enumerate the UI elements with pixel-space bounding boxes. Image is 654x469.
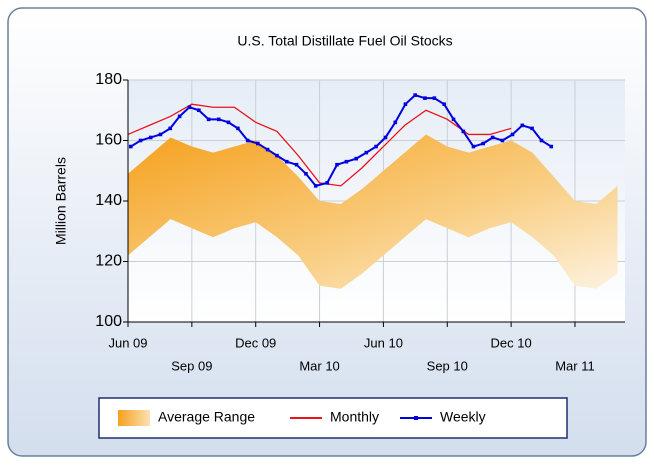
- legend-swatch: [118, 410, 150, 426]
- marker: [374, 144, 378, 149]
- marker: [383, 135, 388, 140]
- legend-label: Average Range: [158, 409, 255, 425]
- marker: [226, 120, 231, 125]
- marker: [294, 162, 299, 167]
- x-tick-label: Mar 10: [299, 358, 339, 373]
- marker: [304, 171, 308, 176]
- marker: [364, 150, 369, 155]
- marker: [197, 108, 201, 113]
- marker: [549, 144, 554, 149]
- marker: [461, 129, 466, 134]
- marker: [177, 114, 182, 119]
- marker: [530, 126, 534, 131]
- marker: [313, 184, 318, 188]
- marker: [256, 141, 260, 146]
- marker: [344, 159, 349, 164]
- marker: [158, 132, 163, 137]
- y-tick-label: 100: [95, 313, 122, 330]
- marker: [148, 135, 153, 140]
- marker: [500, 138, 505, 143]
- marker: [128, 144, 133, 149]
- marker: [432, 96, 437, 100]
- marker: [284, 159, 289, 164]
- y-axis-label: Million Barrels: [53, 157, 69, 245]
- marker: [216, 117, 221, 122]
- legend-label: Monthly: [330, 409, 379, 425]
- marker: [354, 156, 359, 161]
- y-tick-label: 120: [95, 253, 122, 270]
- marker: [393, 120, 398, 125]
- marker: [539, 138, 544, 143]
- y-tick-label: 160: [95, 132, 122, 149]
- marker: [206, 117, 211, 122]
- plot: [127, 93, 618, 289]
- marker: [187, 105, 192, 110]
- y-tick-label: 180: [95, 71, 122, 88]
- marker: [451, 117, 456, 122]
- marker: [481, 141, 486, 146]
- x-tick-label: Dec 09: [235, 335, 276, 350]
- x-tick-label: Sep 09: [171, 358, 212, 373]
- marker: [442, 102, 446, 106]
- marker: [245, 138, 250, 143]
- marker: [403, 102, 408, 106]
- legend-label: Weekly: [440, 409, 486, 425]
- marker: [413, 93, 417, 97]
- marker: [520, 123, 525, 128]
- marker: [138, 138, 143, 143]
- x-tick-label: Jun 10: [364, 335, 403, 350]
- y-tick-label: 140: [95, 192, 122, 209]
- marker: [325, 181, 330, 185]
- marker: [471, 144, 476, 149]
- marker: [335, 162, 339, 167]
- x-tick-label: Mar 11: [555, 358, 595, 373]
- range-area: [128, 134, 618, 289]
- marker: [236, 126, 240, 131]
- x-tick-label: Jun 09: [108, 335, 147, 350]
- legend: [98, 397, 568, 439]
- marker: [510, 132, 515, 137]
- marker: [490, 135, 495, 140]
- x-tick-label: Dec 10: [491, 335, 532, 350]
- x-tick-label: Sep 10: [427, 358, 468, 373]
- marker: [265, 147, 270, 152]
- legend-marker: [414, 416, 418, 420]
- chart-title: U.S. Total Distillate Fuel Oil Stocks: [237, 33, 452, 49]
- line: [127, 103, 512, 187]
- marker: [168, 126, 173, 131]
- marker: [423, 96, 427, 100]
- marker: [275, 153, 279, 158]
